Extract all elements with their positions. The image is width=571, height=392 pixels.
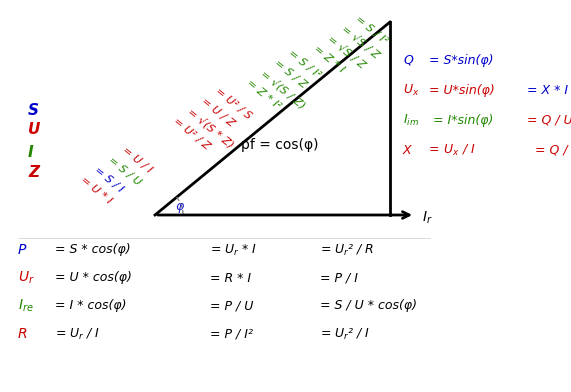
Text: = U$_r$ * I: = U$_r$ * I	[210, 242, 257, 258]
Text: = S / Z: = S / Z	[273, 58, 309, 90]
Text: = U$_r$ / I: = U$_r$ / I	[55, 327, 100, 341]
Text: Z: Z	[28, 165, 39, 180]
Text: = Q / I²: = Q / I²	[523, 143, 571, 156]
Text: = I*sin(φ): = I*sin(φ)	[425, 114, 493, 127]
Text: Q: Q	[403, 53, 413, 67]
Text: U: U	[28, 122, 41, 138]
Text: = U*sin(φ): = U*sin(φ)	[425, 83, 494, 96]
Text: X: X	[403, 143, 412, 156]
Text: R: R	[18, 327, 27, 341]
Text: = S*sin(φ): = S*sin(φ)	[425, 53, 493, 67]
Text: = √S / Z: = √S / Z	[340, 24, 381, 61]
Text: = √(S * Z): = √(S * Z)	[186, 106, 236, 150]
Text: = U² / Z: = U² / Z	[172, 116, 212, 152]
Text: = U$_r$² / I: = U$_r$² / I	[320, 327, 370, 341]
Text: φ: φ	[175, 200, 183, 213]
Text: = R * I: = R * I	[210, 272, 251, 285]
Text: I$_{re}$: I$_{re}$	[18, 298, 34, 314]
Text: = S * cos(φ): = S * cos(φ)	[55, 243, 131, 256]
Text: P: P	[18, 243, 26, 257]
Text: = P / U: = P / U	[210, 299, 254, 312]
Text: = U$_x$ / I: = U$_x$ / I	[425, 142, 476, 158]
Text: I$_{im}$: I$_{im}$	[403, 113, 419, 127]
Text: I$_r$: I$_r$	[422, 210, 433, 226]
Text: = P / I²: = P / I²	[210, 327, 253, 341]
Text: = U / Z: = U / Z	[200, 96, 236, 129]
Text: = S / U * cos(φ): = S / U * cos(φ)	[320, 299, 417, 312]
Text: = U / I: = U / I	[121, 145, 154, 175]
Text: = U² / S: = U² / S	[214, 86, 254, 122]
Text: = I * cos(φ): = I * cos(φ)	[55, 299, 127, 312]
Text: = Z * I²: = Z * I²	[245, 78, 283, 112]
Text: = √(S / Z): = √(S / Z)	[259, 68, 307, 111]
Text: = U$_r$² / R: = U$_r$² / R	[320, 242, 375, 258]
Text: S: S	[28, 102, 39, 118]
Text: U$_r$: U$_r$	[18, 270, 35, 286]
Text: = Q / U: = Q / U	[523, 114, 571, 127]
Text: = Z * I: = Z * I	[312, 44, 346, 75]
Text: = P / I: = P / I	[320, 272, 358, 285]
Text: = S / I²: = S / I²	[287, 48, 323, 80]
Text: = U * cos(φ): = U * cos(φ)	[55, 272, 132, 285]
Text: = √S / Z: = √S / Z	[326, 34, 367, 71]
Text: pf = cos(φ): pf = cos(φ)	[242, 138, 319, 152]
Text: = S / I: = S / I	[93, 165, 126, 194]
Text: = S / U: = S / U	[107, 155, 143, 187]
Text: I: I	[28, 145, 34, 160]
Text: = S / I²: = S / I²	[354, 14, 390, 46]
Text: U$_x$: U$_x$	[403, 82, 420, 98]
Text: = U * I: = U * I	[79, 175, 114, 206]
Text: = X * I: = X * I	[523, 83, 568, 96]
